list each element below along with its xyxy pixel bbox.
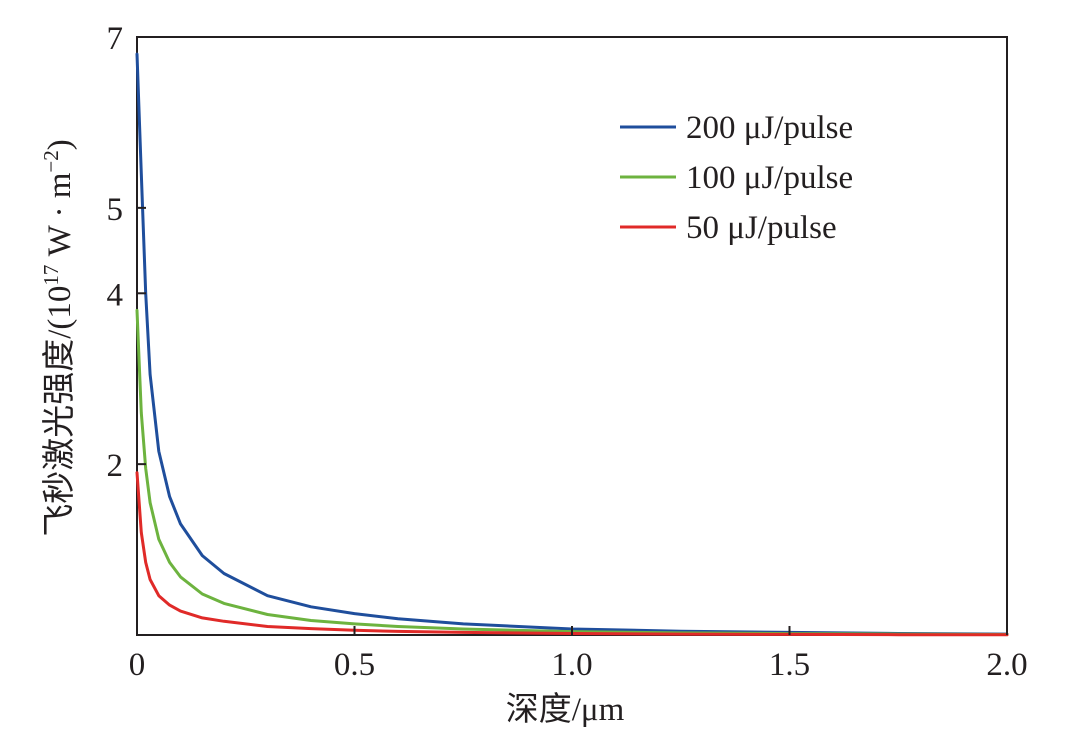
- y-axis-title-exponent-2: −2: [39, 150, 63, 172]
- tick-layer: [136, 36, 1008, 635]
- plot-frame: [136, 36, 1008, 636]
- legend-label-0: 200 μJ/pulse: [686, 110, 853, 146]
- y-tick-label-1: 4: [107, 277, 124, 313]
- y-axis-title-group: 飞秒激光强度/(1017 W · m−2): [39, 139, 78, 536]
- series-layer: [135, 52, 1009, 637]
- x-tick-label-3: 1.5: [769, 647, 810, 683]
- x-tick-label-1: 0.5: [334, 647, 375, 683]
- y-axis-title-unit: W · m: [42, 172, 78, 264]
- y-axis-title-prefix: 飞秒激光强度/(10: [41, 286, 78, 537]
- series-line-1: [135, 308, 1009, 636]
- x-axis-title: 深度/μm: [506, 691, 625, 728]
- x-tick-label-0: 0: [129, 647, 146, 683]
- y-axis-title-suffix: ): [42, 139, 78, 150]
- y-tick-label-3: 7: [107, 21, 124, 57]
- series-line-0: [135, 52, 1009, 636]
- y-axis-title: 飞秒激光强度/(1017 W · m−2): [39, 139, 78, 536]
- series-line-2: [135, 471, 1009, 637]
- y-tick-label-0: 2: [107, 448, 124, 484]
- tick-label-layer: 0 0.5 1.0 1.5 2.0 2 4 5 7: [107, 21, 1028, 683]
- legend-label-2: 50 μJ/pulse: [686, 210, 837, 246]
- x-tick-label-4: 2.0: [986, 647, 1027, 683]
- legend-label-1: 100 μJ/pulse: [686, 160, 853, 196]
- y-tick-label-2: 5: [107, 192, 124, 228]
- legend: 200 μJ/pulse 100 μJ/pulse 50 μJ/pulse: [620, 110, 853, 246]
- y-axis-title-exponent: 17: [39, 265, 63, 286]
- x-tick-label-2: 1.0: [551, 647, 592, 683]
